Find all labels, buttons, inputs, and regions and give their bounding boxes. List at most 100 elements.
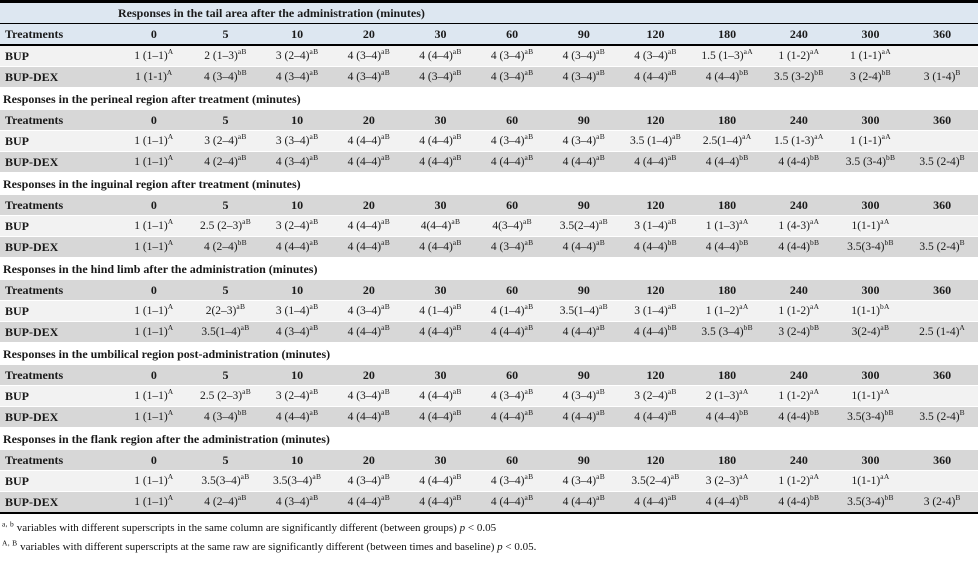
score-cell: 4 (4–4)aB [419, 471, 462, 487]
score-cell: 4 (4–4)aB [347, 152, 391, 168]
score-cell: 3.5(3-4)bB [847, 407, 894, 423]
treatments-header-row: Treatments 0 5 10 20 30 60 90 120 180 240 300 360 [0, 24, 978, 46]
score-cell: 3.5 (3–4)bB [701, 322, 753, 338]
time-header-cell: 20 [362, 26, 375, 41]
score-cell: 1 (1-2)aA [778, 301, 820, 317]
score-cell: 3.5(3–4)aB [201, 471, 250, 487]
score-cell: 3.5 (3-4)bB [845, 152, 896, 168]
treatment-name-cell: BUP [5, 303, 29, 318]
treatment-row: BUP-DEX 1 (1-1)A 4 (3–4)bB 4 (3–4)aB 4 (3–4)… [0, 67, 978, 88]
score-cell: 2 (1–3)aB [204, 46, 247, 62]
score-cell: 4 (4–4)aB [419, 131, 462, 147]
time-header-cell: 60 [506, 197, 519, 212]
score-cell: 2.5 (2–3)aB [199, 386, 252, 402]
score-cell: 4 (4–4)bB [705, 237, 749, 253]
score-cell: 4 (3–4)aB [275, 152, 319, 168]
footnote: a, b variables with different superscrip… [2, 519, 497, 534]
time-header-cell: 90 [577, 282, 590, 297]
score-cell: 4 (3–4)aB [490, 237, 534, 253]
time-header-cell: 360 [933, 282, 952, 297]
score-cell: 3 (2–3)aA [705, 471, 749, 487]
score-cell: 3.5 (1–4)aB [629, 131, 682, 147]
score-cell: 3 (2-4)B [923, 492, 961, 508]
time-header-cell: 240 [789, 26, 808, 41]
time-header-cell: 10 [291, 452, 304, 467]
time-header-cell: 90 [577, 452, 590, 467]
score-cell: 4 (2–4)aB [204, 492, 247, 508]
score-cell: 4 (4–4)aB [490, 492, 534, 508]
score-cell: 1(1-1)bA [851, 301, 890, 317]
score-cell: 3 (2–4)aB [275, 386, 319, 402]
time-header-cell: 360 [933, 452, 952, 467]
time-header-cell: 240 [789, 367, 808, 382]
time-header-cell: 20 [362, 197, 375, 212]
time-header-cell: 180 [718, 367, 737, 382]
treatment-row: BUP 1 (1–1)A 2.5 (2–3)aB 3 (2–4)aB 4 (4–4)aB… [0, 216, 978, 237]
time-header-cell: 120 [646, 197, 665, 212]
time-header-cell: 5 [222, 282, 229, 297]
score-cell: 4 (4–4)aB [347, 216, 391, 232]
score-cell: 1 (1–1)A [134, 492, 174, 508]
score-cell: 4 (4–4)aB [347, 322, 391, 338]
score-cell: 4 (3–4)aB [347, 46, 391, 62]
score-cell: 4 (4–4)aB [490, 322, 534, 338]
section-title: Responses in the tail area after the adm… [118, 6, 425, 20]
score-cell: 4(4–4)aB [420, 216, 461, 232]
score-cell: 4 (4–4)bB [705, 492, 749, 508]
time-header-cell: 180 [718, 112, 737, 127]
score-cell: 4 (4–4)bB [705, 407, 749, 423]
time-header-cell: 10 [291, 112, 304, 127]
score-cell: 1 (1-2)aA [778, 471, 820, 487]
score-cell: 4 (3–4)aB [562, 67, 606, 83]
treatments-header-label: Treatments [5, 367, 64, 382]
score-cell: 4 (4–4)aB [275, 237, 319, 253]
score-cell: 3 (1–4)aB [634, 301, 677, 317]
treatment-name-cell: BUP [5, 473, 29, 488]
time-header-cell: 360 [933, 112, 952, 127]
treatments-header-row: Treatments 0 5 10 20 30 60 90 120 180 240 300 360 [0, 280, 978, 301]
score-cell: 4 (3–4)bB [204, 67, 247, 83]
score-cell: 3.5 (2-4)B [919, 237, 965, 253]
treatment-name-cell: BUP-DEX [5, 324, 59, 339]
treatment-row: BUP-DEX 1 (1–1)A 4 (2–4)aB 4 (3–4)aB 4 (4–4)… [0, 492, 978, 514]
treatment-row: BUP 1 (1–1)A 3 (2–4)aB 3 (3–4)aB 4 (4–4)aB 4 … [0, 131, 978, 152]
score-cell: 3.5 (2-4)B [919, 407, 965, 423]
time-header-cell: 5 [222, 26, 229, 41]
score-cell: 4 (4–4)aB [490, 152, 534, 168]
score-cell: 4 (4–4)aB [634, 407, 677, 423]
section-title: Responses in the perineal region after t… [0, 88, 978, 110]
time-header-cell: 20 [362, 282, 375, 297]
time-header-cell: 20 [362, 112, 375, 127]
score-cell: 4 (4–4)aB [562, 407, 606, 423]
treatments-header-label: Treatments [5, 452, 64, 467]
treatments-header-row: Treatments 0 5 10 20 30 60 90 120 180 240 300 360 [0, 365, 978, 386]
score-cell: 4 (3–4)aB [562, 386, 606, 402]
score-cell: 1(1-1)aA [851, 471, 890, 487]
score-cell: 4 (4-4)bB [778, 152, 820, 168]
time-header-cell: 30 [434, 197, 447, 212]
treatment-row: BUP 1 (1–1)A 2 (1–3)aB 3 (2–4)aB 4 (3–4)aB 4 … [0, 46, 978, 67]
score-cell: 2(2–3)aB [205, 301, 246, 317]
score-cell: 4 (4–4)aB [562, 152, 606, 168]
score-cell: 1 (1–1)A [134, 471, 174, 487]
score-cell: 4 (4–4)aB [562, 492, 606, 508]
treatment-name-cell: BUP-DEX [5, 239, 59, 254]
score-cell: 1 (1-2)aA [778, 46, 820, 62]
score-cell: 4 (4–4)aB [419, 46, 462, 62]
treatment-row: BUP-DEX 1 (1–1)A 3.5(1–4)aB 4 (3–4)aB 4 (4–4… [0, 322, 978, 343]
score-cell: 4 (3–4)aB [490, 46, 534, 62]
time-header-cell: 20 [362, 367, 375, 382]
time-header-cell: 20 [362, 452, 375, 467]
p-value: p [497, 541, 503, 553]
score-cell: 1 (1–1)A [134, 152, 174, 168]
time-header-cell: 10 [291, 282, 304, 297]
treatment-name-cell: BUP [5, 388, 29, 403]
score-cell: 1(1-1)aA [851, 216, 890, 232]
time-header-cell: 360 [933, 367, 952, 382]
score-cell: 4 (3–4)aB [490, 131, 534, 147]
time-header-cell: 180 [718, 197, 737, 212]
table-footnotes: a, b variables with different superscrip… [0, 514, 978, 557]
treatment-row: BUP 1 (1–1)A 2(2–3)aB 3 (1–4)aB 4 (3–4)aB 4 (… [0, 301, 978, 322]
score-cell: 3.5(3–4)aB [273, 471, 322, 487]
score-cell: 1 (1–1)A [134, 322, 174, 338]
